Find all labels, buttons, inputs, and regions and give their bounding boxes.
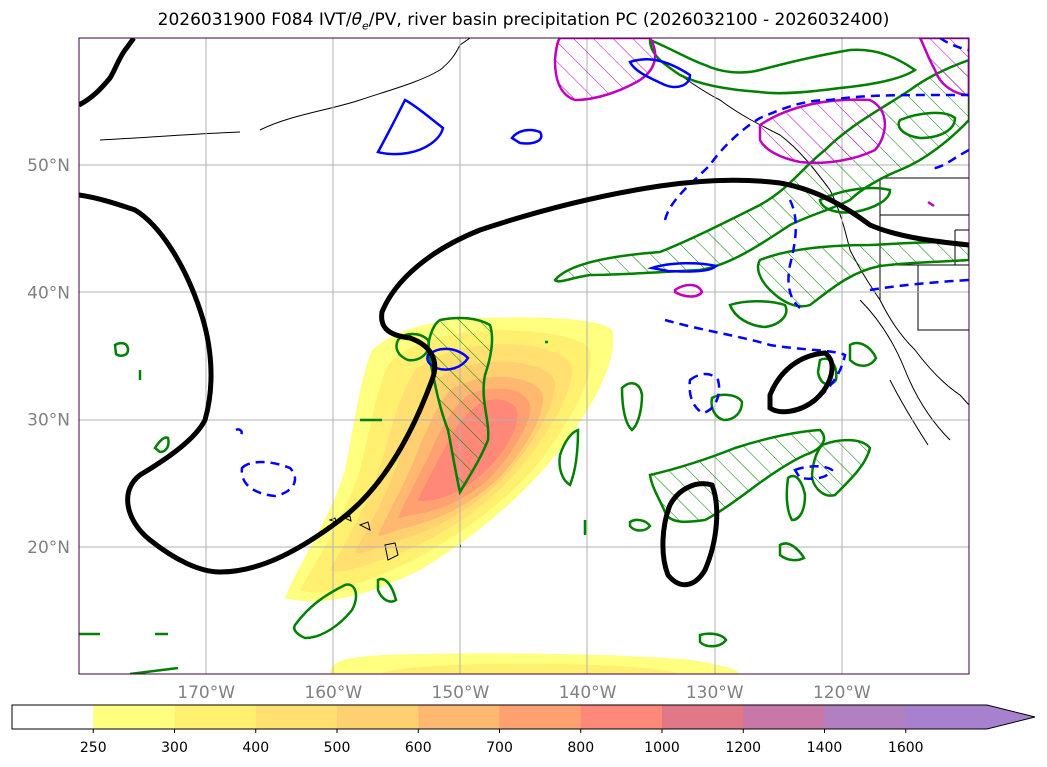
precip-high-region-2 xyxy=(758,98,887,165)
colorbar-outline xyxy=(11,704,1036,730)
precip-contours xyxy=(79,38,969,674)
colorbar-segment xyxy=(255,705,338,729)
pv-dashed-1 xyxy=(240,460,297,498)
pv-solid-5 xyxy=(628,58,692,89)
theta-e-line-1 xyxy=(79,177,969,575)
pv-solid-2 xyxy=(510,128,543,145)
precip-high-region-1 xyxy=(553,38,657,102)
colorbar-tick-label: 1600 xyxy=(888,740,924,756)
colorbar-tick-label: 1400 xyxy=(807,740,843,756)
pv-dashed-3 xyxy=(688,372,721,415)
colorbar-segment xyxy=(499,705,582,729)
precip-blob-18 xyxy=(818,186,892,214)
colorbar-segment xyxy=(580,705,663,729)
lon-tick-label: 160°W xyxy=(304,683,362,703)
colorbar-tick-label: 700 xyxy=(486,740,513,756)
pv-dashed-6 xyxy=(235,428,243,437)
precip-blob-2 xyxy=(620,382,644,432)
theta-e-line-2 xyxy=(79,38,136,108)
colorbar-segment xyxy=(905,705,988,729)
precip-blob-10 xyxy=(376,577,398,603)
colorbar-extend-arrow xyxy=(987,705,1035,729)
precip-high-blob xyxy=(673,200,935,298)
state-borders xyxy=(879,177,969,331)
coastline-baja xyxy=(859,299,951,446)
colorbar-tick-label: 1200 xyxy=(725,740,761,756)
pv-solid-1 xyxy=(376,98,445,156)
colorbar-segment xyxy=(824,705,907,729)
colorbar-tick-label: 500 xyxy=(324,740,351,756)
ivt-colorbar: 250 300 400 500 600 700 800 1000 1200 1400 1600 xyxy=(11,704,1036,756)
colorbar-segment xyxy=(743,705,825,729)
coastlines xyxy=(99,38,969,561)
hawaii-islands xyxy=(328,515,399,561)
precip-region-sw xyxy=(648,428,826,524)
pv-dashed-5 xyxy=(787,38,969,309)
colorbar-segment xyxy=(337,705,419,729)
precip-region-central xyxy=(427,316,494,496)
colorbar-segment xyxy=(174,705,257,729)
lat-tick-label: 30°N xyxy=(27,411,70,431)
precip-blob-13 xyxy=(728,300,788,329)
pv-solid-4 xyxy=(647,261,719,273)
chart-title: 2026031900 F084 IVT/θe/PV, river basin p… xyxy=(157,10,890,33)
precip-blob-3 xyxy=(558,428,580,487)
pv-solid-3 xyxy=(426,347,470,371)
lon-tick-label: 170°W xyxy=(177,683,235,703)
longitude-labels: 170°W 160°W 150°W 140°W 130°W 120°W xyxy=(177,683,871,703)
precip-blob-11 xyxy=(113,341,130,357)
pv-contours xyxy=(235,38,969,498)
colorbar-tick-label: 800 xyxy=(567,740,594,756)
lat-tick-label: 40°N xyxy=(27,283,70,303)
precip-blob-1 xyxy=(395,332,431,362)
lat-tick-label: 50°N xyxy=(27,156,70,176)
precip-blob-12 xyxy=(153,436,170,454)
colorbar-segment xyxy=(662,705,744,729)
colorbar-tick-label: 1000 xyxy=(644,740,680,756)
precip-blob-16 xyxy=(897,111,957,140)
precip-blob-6 xyxy=(778,542,806,562)
precip-blob-8 xyxy=(698,632,728,648)
coastline-alaska xyxy=(99,38,969,406)
precip-blob-4 xyxy=(785,474,807,522)
precip-blob-7 xyxy=(628,518,652,532)
pv-dashed-4 xyxy=(793,465,834,480)
colorbar-tick-label: 300 xyxy=(161,740,188,756)
precip-region-arc xyxy=(756,241,969,308)
colorbar-tick-label: 400 xyxy=(242,740,269,756)
lon-tick-label: 140°W xyxy=(559,683,617,703)
pv-dashed-2 xyxy=(663,93,969,412)
lon-tick-label: 130°W xyxy=(686,683,744,703)
precip-blob-19 xyxy=(79,340,587,674)
theta-e-contours xyxy=(79,38,969,587)
lon-tick-label: 120°W xyxy=(813,683,871,703)
theta-e-loop-1 xyxy=(660,481,720,587)
lon-tick-label: 150°W xyxy=(432,683,490,703)
map-frame xyxy=(78,37,970,675)
lat-tick-label: 20°N xyxy=(27,538,70,558)
ivt-band-south-inner xyxy=(380,663,680,674)
colorbar-tick-label: 600 xyxy=(405,740,432,756)
latitude-labels: 50°N 40°N 30°N 20°N xyxy=(27,156,70,558)
precip-blob-5 xyxy=(710,393,744,422)
colorbar-segment xyxy=(418,705,500,729)
theta-e-loop-2 xyxy=(767,350,835,415)
precip-blob-14 xyxy=(848,341,878,367)
precip-blob-9 xyxy=(293,583,358,640)
colorbar-segment-under xyxy=(12,705,94,729)
colorbar-segment xyxy=(93,705,175,729)
precip-blob-17 xyxy=(648,38,918,95)
colorbar-tick-label: 250 xyxy=(80,740,107,756)
